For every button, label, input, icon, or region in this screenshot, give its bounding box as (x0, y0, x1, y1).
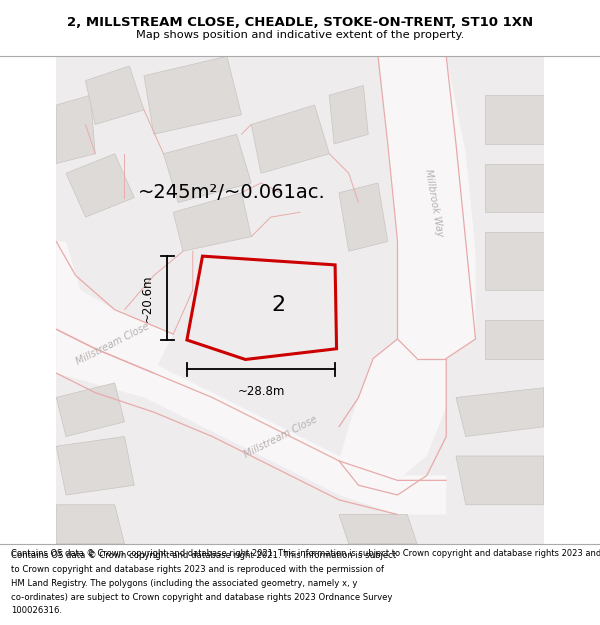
Text: Millbrook Way: Millbrook Way (423, 168, 445, 237)
Text: 2: 2 (271, 295, 285, 315)
Text: Map shows position and indicative extent of the property.: Map shows position and indicative extent… (136, 30, 464, 40)
Polygon shape (56, 241, 173, 373)
Polygon shape (456, 456, 544, 505)
Text: ~28.8m: ~28.8m (238, 384, 284, 398)
Text: 100026316.: 100026316. (11, 606, 62, 615)
Polygon shape (163, 134, 251, 202)
Polygon shape (339, 514, 417, 544)
Polygon shape (339, 339, 446, 481)
Text: ~20.6m: ~20.6m (140, 274, 154, 322)
Polygon shape (456, 388, 544, 436)
Polygon shape (378, 56, 476, 359)
Text: 2, MILLSTREAM CLOSE, CHEADLE, STOKE-ON-TRENT, ST10 1XN: 2, MILLSTREAM CLOSE, CHEADLE, STOKE-ON-T… (67, 16, 533, 29)
Polygon shape (485, 232, 544, 290)
Polygon shape (144, 56, 241, 134)
Text: Millstream Close: Millstream Close (74, 321, 151, 367)
Text: co-ordinates) are subject to Crown copyright and database rights 2023 Ordnance S: co-ordinates) are subject to Crown copyr… (11, 592, 392, 601)
Text: HM Land Registry. The polygons (including the associated geometry, namely x, y: HM Land Registry. The polygons (includin… (11, 579, 357, 587)
Polygon shape (56, 505, 124, 544)
Polygon shape (485, 319, 544, 359)
Text: ~245m²/~0.061ac.: ~245m²/~0.061ac. (138, 183, 326, 203)
Polygon shape (56, 329, 446, 514)
Text: Contains OS data © Crown copyright and database right 2021. This information is : Contains OS data © Crown copyright and d… (11, 551, 396, 560)
Polygon shape (339, 183, 388, 251)
Polygon shape (85, 66, 144, 124)
Polygon shape (56, 436, 134, 495)
Polygon shape (66, 154, 134, 217)
Text: to Crown copyright and database rights 2023 and is reproduced with the permissio: to Crown copyright and database rights 2… (11, 565, 384, 574)
Polygon shape (56, 95, 95, 164)
Polygon shape (329, 86, 368, 144)
Text: Contains OS data © Crown copyright and database right 2021. This information is : Contains OS data © Crown copyright and d… (11, 549, 600, 558)
Polygon shape (173, 192, 251, 251)
Polygon shape (56, 383, 124, 436)
Text: Millstream Close: Millstream Close (242, 414, 319, 459)
Polygon shape (251, 105, 329, 173)
Polygon shape (485, 164, 544, 212)
Polygon shape (485, 95, 544, 144)
